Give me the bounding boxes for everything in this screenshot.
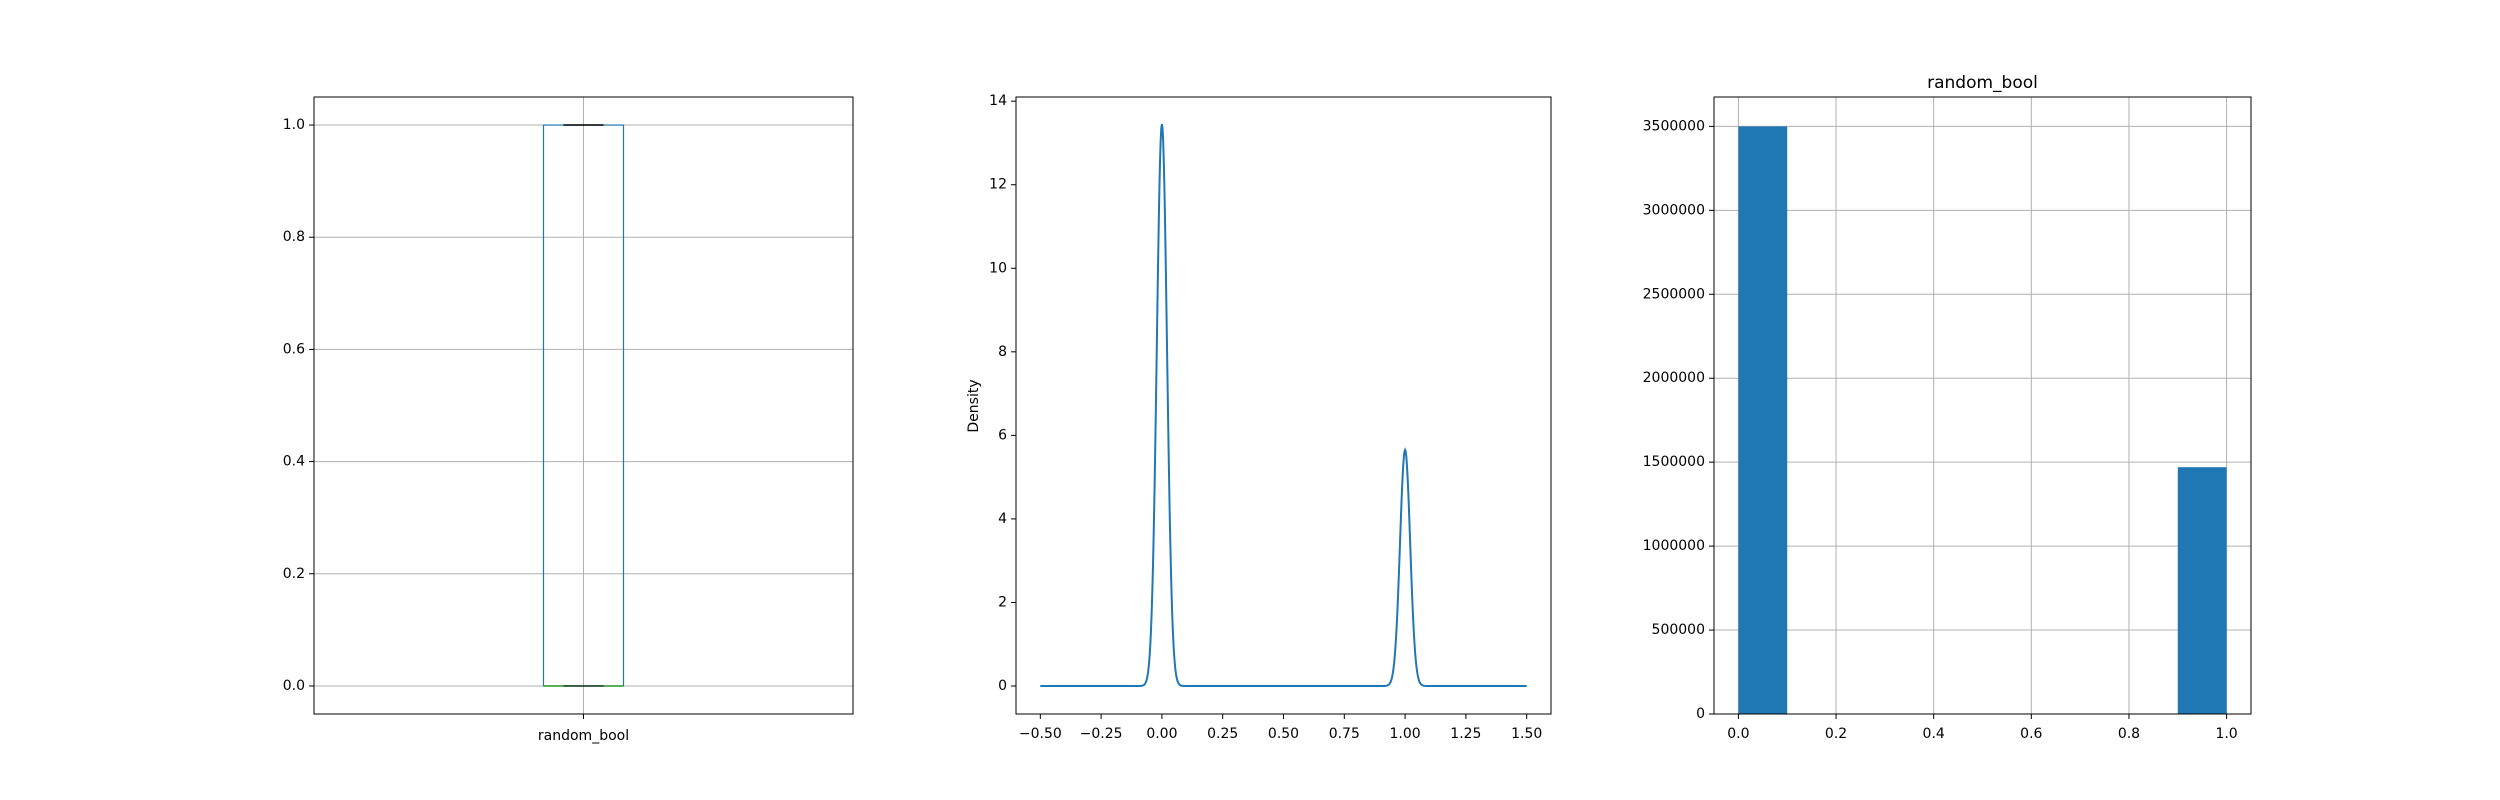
density-y-tick-label: 4 bbox=[998, 511, 1007, 527]
density-x-tick-label: −0.25 bbox=[1080, 726, 1123, 742]
histogram-x-tick-label: 0.6 bbox=[2020, 726, 2042, 742]
density-y-tick-label: 10 bbox=[989, 260, 1007, 276]
histogram-x-tick-label: 0.8 bbox=[2118, 726, 2140, 742]
density-y-tick-label: 8 bbox=[998, 344, 1007, 360]
density-x-tick-label: 0.75 bbox=[1329, 726, 1360, 742]
histogram-ticks: 0 500000 1000000 1500000 2000000 2500000 30000… bbox=[1643, 118, 2238, 742]
density-x-tick-label: 0.25 bbox=[1207, 726, 1238, 742]
histogram-panel: random_bool 0 500000 1000000 1500000 2000000… bbox=[1643, 73, 2252, 742]
histogram-bars bbox=[1738, 126, 2227, 714]
boxplot-gridlines bbox=[314, 97, 853, 714]
histogram-y-tick-label: 2000000 bbox=[1643, 370, 1705, 386]
density-x-tick-label: −0.50 bbox=[1019, 726, 1062, 742]
boxplot-y-tick-label: 0.0 bbox=[283, 678, 305, 694]
boxplot-marks bbox=[542, 124, 625, 687]
density-axes-frame bbox=[1015, 96, 1552, 715]
density-x-tick-label: 1.25 bbox=[1450, 726, 1481, 742]
histogram-title: random_bool bbox=[1927, 73, 2038, 93]
boxplot-y-tick-label: 1.0 bbox=[283, 117, 305, 133]
density-line bbox=[1040, 123, 1527, 688]
density-ticks: −0.50 −0.25 0.00 0.25 0.50 0.75 1.00 1.25 1.50 0 2… bbox=[989, 93, 1542, 742]
histogram-x-tick-label: 1.0 bbox=[2215, 726, 2237, 742]
boxplot-y-tick-label: 0.2 bbox=[283, 566, 305, 582]
density-x-tick-label: 0.50 bbox=[1268, 726, 1299, 742]
boxplot-y-tick-label: 0.8 bbox=[283, 229, 305, 245]
histogram-bar bbox=[1738, 126, 1788, 714]
histogram-y-tick-label: 3500000 bbox=[1643, 118, 1705, 134]
boxplot-y-tick-label: 0.4 bbox=[283, 454, 305, 470]
histogram-y-tick-label: 1500000 bbox=[1643, 454, 1705, 470]
density-y-tick-label: 14 bbox=[989, 93, 1007, 109]
boxplot-y-tick-label: 0.6 bbox=[283, 341, 305, 357]
density-y-axis-label: Density bbox=[966, 379, 982, 432]
histogram-y-tick-label: 3000000 bbox=[1643, 202, 1705, 218]
density-y-tick-label: 2 bbox=[998, 594, 1007, 610]
density-y-tick-label: 0 bbox=[998, 678, 1007, 694]
boxplot-category-label: random_bool bbox=[538, 728, 629, 744]
density-x-tick-label: 1.50 bbox=[1511, 726, 1542, 742]
density-y-tick-label: 12 bbox=[989, 177, 1007, 193]
histogram-gridlines bbox=[1714, 97, 2251, 715]
histogram-y-tick-label: 0 bbox=[1696, 706, 1705, 722]
density-x-tick-label: 1.00 bbox=[1390, 726, 1421, 742]
histogram-y-tick-label: 500000 bbox=[1652, 622, 1705, 638]
histogram-axes-frame bbox=[1713, 96, 2252, 715]
histogram-y-tick-label: 2500000 bbox=[1643, 286, 1705, 302]
density-x-tick-label: 0.00 bbox=[1146, 726, 1177, 742]
histogram-x-tick-label: 0.0 bbox=[1727, 726, 1749, 742]
histogram-x-tick-label: 0.2 bbox=[1825, 726, 1847, 742]
histogram-bar bbox=[2177, 467, 2227, 714]
density-panel: −0.50 −0.25 0.00 0.25 0.50 0.75 1.00 1.25 1.50 0 2… bbox=[966, 93, 1552, 742]
boxplot-panel: 0.0 0.2 0.4 0.6 0.8 1.0 random_bool bbox=[283, 96, 854, 744]
boxplot-ticks: 0.0 0.2 0.4 0.6 0.8 1.0 bbox=[283, 117, 584, 719]
histogram-y-tick-label: 1000000 bbox=[1643, 538, 1705, 554]
density-marks bbox=[1040, 123, 1527, 688]
histogram-x-tick-label: 0.4 bbox=[1923, 726, 1945, 742]
density-y-tick-label: 6 bbox=[998, 427, 1007, 443]
